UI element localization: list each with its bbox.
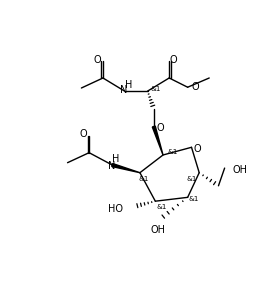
Text: H: H	[112, 154, 119, 164]
Text: &1: &1	[167, 149, 177, 155]
Text: H: H	[125, 80, 132, 90]
Text: O: O	[80, 129, 88, 139]
Text: N: N	[120, 85, 128, 95]
Polygon shape	[152, 126, 163, 155]
Text: O: O	[156, 123, 164, 133]
Polygon shape	[112, 164, 140, 173]
Text: &1: &1	[189, 196, 199, 202]
Text: &1: &1	[139, 176, 149, 182]
Text: N: N	[108, 161, 115, 171]
Text: O: O	[94, 55, 101, 65]
Text: O: O	[169, 55, 177, 65]
Text: OH: OH	[232, 165, 247, 175]
Text: &1: &1	[150, 86, 161, 92]
Text: &1: &1	[156, 204, 167, 210]
Text: O: O	[191, 82, 199, 92]
Text: &1: &1	[186, 176, 197, 182]
Text: O: O	[194, 144, 201, 154]
Text: HO: HO	[108, 204, 123, 214]
Text: OH: OH	[151, 225, 166, 236]
